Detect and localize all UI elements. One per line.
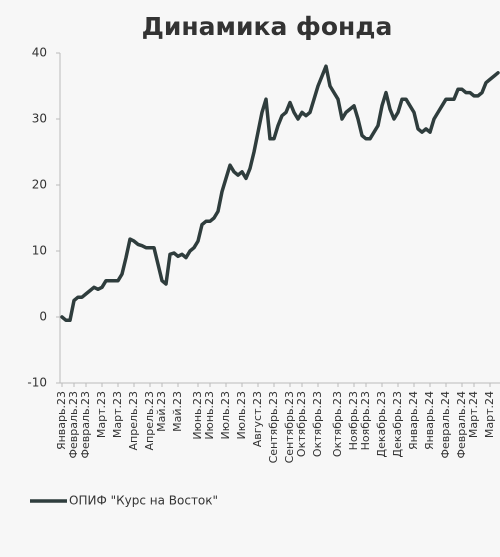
x-tick-label: Август.23	[251, 391, 264, 447]
x-tick-label: Январь.24	[407, 391, 420, 450]
x-tick-label: Январь.23	[55, 391, 68, 450]
x-tick-label: Ноябрь.23	[359, 391, 372, 450]
x-tick-label: Февраль.24	[455, 391, 468, 458]
x-tick-label: Апрель.23	[143, 391, 156, 450]
x-tick-label: Март.24	[483, 391, 496, 438]
x-tick-label: Февраль.24	[439, 391, 452, 458]
x-tick-label: Июнь.23	[191, 391, 204, 440]
y-tick-label: 30	[32, 112, 47, 126]
x-tick-label: Июль.23	[219, 391, 232, 440]
x-tick-label: Март.23	[95, 391, 108, 438]
series-line	[60, 64, 500, 323]
x-tick-label: Декабрь.23	[375, 391, 388, 458]
x-tick-label: Декабрь.23	[391, 391, 404, 458]
x-tick-label: Сентябрь.23	[283, 391, 296, 463]
x-tick-label: Май.23	[171, 391, 184, 432]
y-tick-label: 0	[39, 310, 47, 324]
y-tick-label: 20	[32, 178, 47, 192]
y-tick-label: 10	[32, 244, 47, 258]
y-tick-label: 40	[32, 46, 47, 60]
x-tick-label: Сентябрь.23	[267, 391, 280, 463]
x-tick-label: Октябрь.23	[311, 391, 324, 457]
x-tick-label: Июнь.23	[203, 391, 216, 440]
legend-label: ОПИФ "Курс на Восток"	[69, 494, 218, 508]
x-tick-label: Февраль.23	[79, 391, 92, 458]
x-tick-label: Октябрь.23	[295, 391, 308, 457]
chart-title: Динамика фонда	[142, 12, 393, 41]
x-tick-label: Июль.23	[235, 391, 248, 440]
x-tick-label: Октябрь.23	[331, 391, 344, 457]
x-tick-label: Май.23	[155, 391, 168, 432]
x-tick-label: Март.23	[111, 391, 124, 438]
x-tick-label: Март.24	[467, 391, 480, 438]
y-tick-label: -10	[27, 376, 47, 390]
x-tick-label: Февраль.23	[67, 391, 80, 458]
x-tick-label: Январь.24	[423, 391, 436, 450]
x-tick-label: Апрель.23	[127, 391, 140, 450]
x-tick-label: Ноябрь.23	[347, 391, 360, 450]
